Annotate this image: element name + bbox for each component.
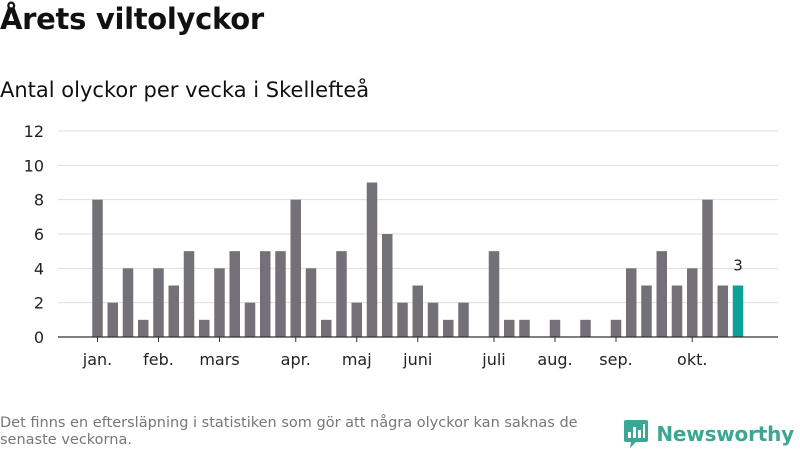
bar	[443, 319, 454, 337]
y-tick-label: 0	[34, 328, 44, 347]
x-tick-label: maj	[342, 350, 372, 369]
bar	[671, 285, 683, 337]
y-tick-label: 10	[24, 156, 44, 175]
bar	[214, 268, 225, 337]
bar	[412, 285, 423, 337]
brand-name: Newsworthy	[656, 422, 794, 446]
bar	[229, 251, 240, 337]
bar	[626, 268, 637, 337]
bar	[244, 302, 256, 337]
bar	[366, 182, 378, 337]
footnote: Det finns en eftersläpning i statistiken…	[0, 415, 578, 448]
bar	[260, 251, 271, 337]
bar	[580, 319, 591, 337]
data-label: 3	[733, 257, 743, 275]
x-tick-label: sep.	[599, 350, 632, 369]
newsworthy-logo-icon	[624, 420, 649, 448]
y-tick-label: 12	[24, 122, 44, 141]
x-tick-label: aug.	[537, 350, 572, 369]
bar	[488, 251, 500, 337]
x-tick-label: okt.	[677, 350, 707, 369]
bar	[519, 319, 530, 337]
bar	[717, 285, 728, 337]
y-tick-label: 8	[34, 191, 44, 210]
bar	[687, 268, 698, 337]
x-tick-label: juli	[481, 350, 505, 369]
bar	[275, 251, 286, 337]
bar	[549, 319, 561, 337]
bar	[305, 268, 317, 337]
bar	[610, 319, 622, 337]
bar	[336, 251, 347, 337]
brand[interactable]: Newsworthy	[624, 420, 794, 448]
bar	[397, 302, 408, 337]
bar	[382, 234, 393, 337]
bar	[183, 251, 195, 337]
bar	[427, 302, 439, 337]
bar	[138, 319, 149, 337]
y-tick-label: 4	[34, 259, 44, 278]
bar	[92, 199, 103, 337]
bar	[351, 302, 362, 337]
bar	[168, 285, 179, 337]
bar	[290, 199, 301, 337]
bar	[153, 268, 164, 337]
bar-highlight	[732, 285, 744, 337]
chart-title: Årets viltolyckor	[0, 2, 264, 36]
x-tick-label: apr.	[281, 350, 311, 369]
x-tick-label: feb.	[143, 350, 174, 369]
bar	[641, 285, 652, 337]
x-tick-label: mars	[199, 350, 239, 369]
bar	[656, 251, 667, 337]
bar	[107, 302, 118, 337]
y-tick-label: 2	[34, 294, 44, 313]
y-tick-label: 6	[34, 225, 44, 244]
x-tick-label: juni	[402, 350, 432, 369]
bar-chart: 0 2 4 6 8 10 12 3 jan. feb. mars apr. maj juni juli aug…	[24, 122, 778, 369]
bar	[504, 319, 515, 337]
chart-subtitle: Antal olyckor per vecka i Skellefteå	[0, 78, 370, 102]
bar	[321, 319, 332, 337]
bar	[199, 319, 210, 337]
bar	[122, 268, 134, 337]
bar	[702, 199, 713, 337]
x-tick-label: jan.	[82, 350, 112, 369]
bar	[458, 302, 469, 337]
